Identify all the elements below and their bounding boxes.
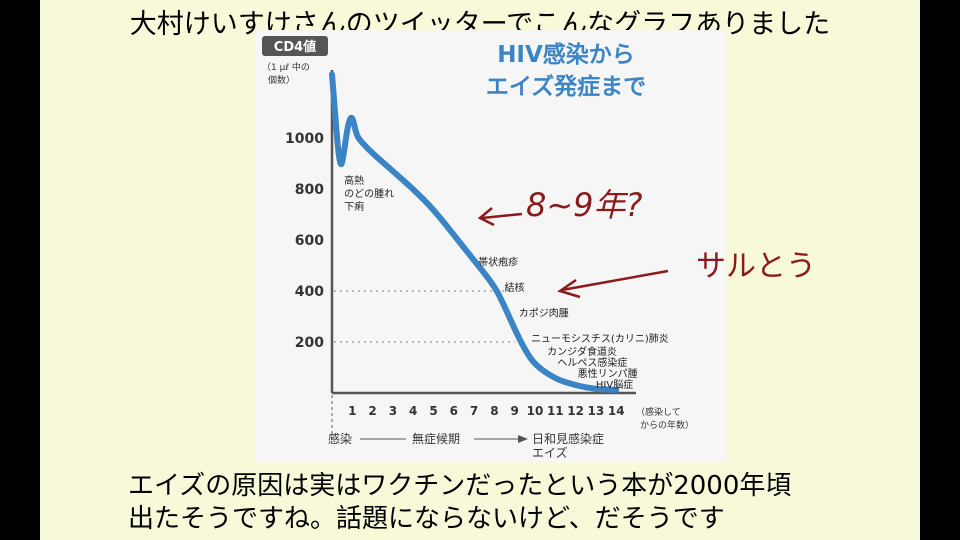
annotation-label: 高熱のどの腫れ下痢 (344, 174, 394, 213)
x-tick-label: 2 (368, 404, 376, 418)
y-tick-label: 200 (295, 335, 324, 351)
cd4-series-line (329, 71, 620, 393)
handwritten-years-note: 8~9年? (526, 186, 643, 224)
reference-lines (334, 290, 515, 343)
slide-caption: エイズの原因は実はワクチンだったという本が2000年頃 出たそうですね。話題にな… (128, 470, 908, 536)
y-axis-unit-line1: （1 μℓ 中の (262, 61, 310, 73)
x-tick-label: 12 (567, 404, 584, 418)
x-tick-label: 8 (490, 404, 498, 418)
caption-line-2: 出たそうですね。話題にならないけど、だそうです (128, 504, 725, 534)
y-tick-label: 600 (295, 233, 324, 249)
x-axis-label-line1: （感染して (636, 406, 681, 418)
y-axis-unit-line2: 個数） (268, 74, 295, 86)
x-tick-label: 4 (409, 404, 417, 418)
x-tick-label: 1 (348, 404, 356, 418)
x-ticks: 1 2 3 4 5 6 7 8 9 10 11 12 13 14 (348, 404, 624, 418)
chart-title-line1: HIV感染から (497, 41, 635, 68)
x-tick-label: 5 (429, 404, 437, 418)
phase-opportunistic: 日和見感染症 (532, 431, 604, 446)
y-tick-label: 800 (295, 182, 324, 198)
chart-panel: CD4値 （1 μℓ 中の 個数） HIV感染から エイズ発症まで 1000 80… (256, 30, 726, 462)
x-tick-label: 7 (470, 404, 478, 418)
annotation-label: カポジ肉腫 (519, 307, 569, 320)
x-tick-label: 11 (547, 404, 564, 418)
x-tick-label: 10 (527, 404, 544, 418)
x-tick-label: 9 (511, 404, 519, 418)
annotation-label: 悪性リンパ腫 (578, 367, 638, 380)
chart-title-line2: エイズ発症まで (486, 73, 646, 100)
handwritten-monkey-note: サルとう (696, 249, 816, 284)
y-axis-label: CD4値 (274, 39, 316, 55)
y-tick-label: 400 (295, 284, 324, 300)
handwritten-arrowhead-2 (557, 278, 581, 299)
phase-asymptomatic: 無症候期 (412, 431, 460, 446)
handwritten-arrowhead-1 (477, 207, 495, 227)
annotation-label: 結核 (505, 281, 525, 294)
x-tick-label: 13 (588, 404, 605, 418)
x-axis-label-line2: からの年数） (640, 419, 694, 431)
phase-infection: 感染 (328, 431, 352, 446)
slide: 大村けいすけさんのツイッターでこんなグラフありました CD4値 （1 μℓ 中の… (40, 0, 920, 540)
ylabel-badge (262, 36, 328, 56)
handwriting-overlay: 8~9年? サルとう (477, 186, 816, 299)
y-tick-label: 1000 (285, 131, 324, 147)
handwritten-arrow-shaft-1 (481, 212, 523, 220)
annotations: 高熱のどの腫れ下痢帯状疱疹結核カポジ肉腫ニューモシスチス(カリニ)肺炎カンジダ食… (344, 174, 669, 391)
annotation-label: カンジダ食道炎 (547, 345, 617, 358)
cd4-chart: CD4値 （1 μℓ 中の 個数） HIV感染から エイズ発症まで 1000 80… (262, 36, 694, 460)
annotation-label: ヘルペス感染症 (557, 356, 627, 369)
x-tick-label: 3 (389, 404, 397, 418)
annotation-label: 帯状疱疹 (478, 256, 518, 269)
handwritten-arrow-shaft-2 (561, 269, 669, 292)
phase-aids: エイズ (532, 445, 568, 460)
caption-line-1: エイズの原因は実はワクチンだったという本が2000年頃 (128, 471, 792, 501)
x-tick-label: 6 (450, 404, 458, 418)
x-tick-label: 14 (608, 404, 625, 418)
annotation-label: ニューモシスチス(カリニ)肺炎 (531, 333, 669, 345)
phase-arrow (518, 435, 528, 443)
y-ticks: 1000 800 600 400 200 (285, 131, 324, 351)
annotation-label: HIV脳症 (596, 378, 633, 391)
